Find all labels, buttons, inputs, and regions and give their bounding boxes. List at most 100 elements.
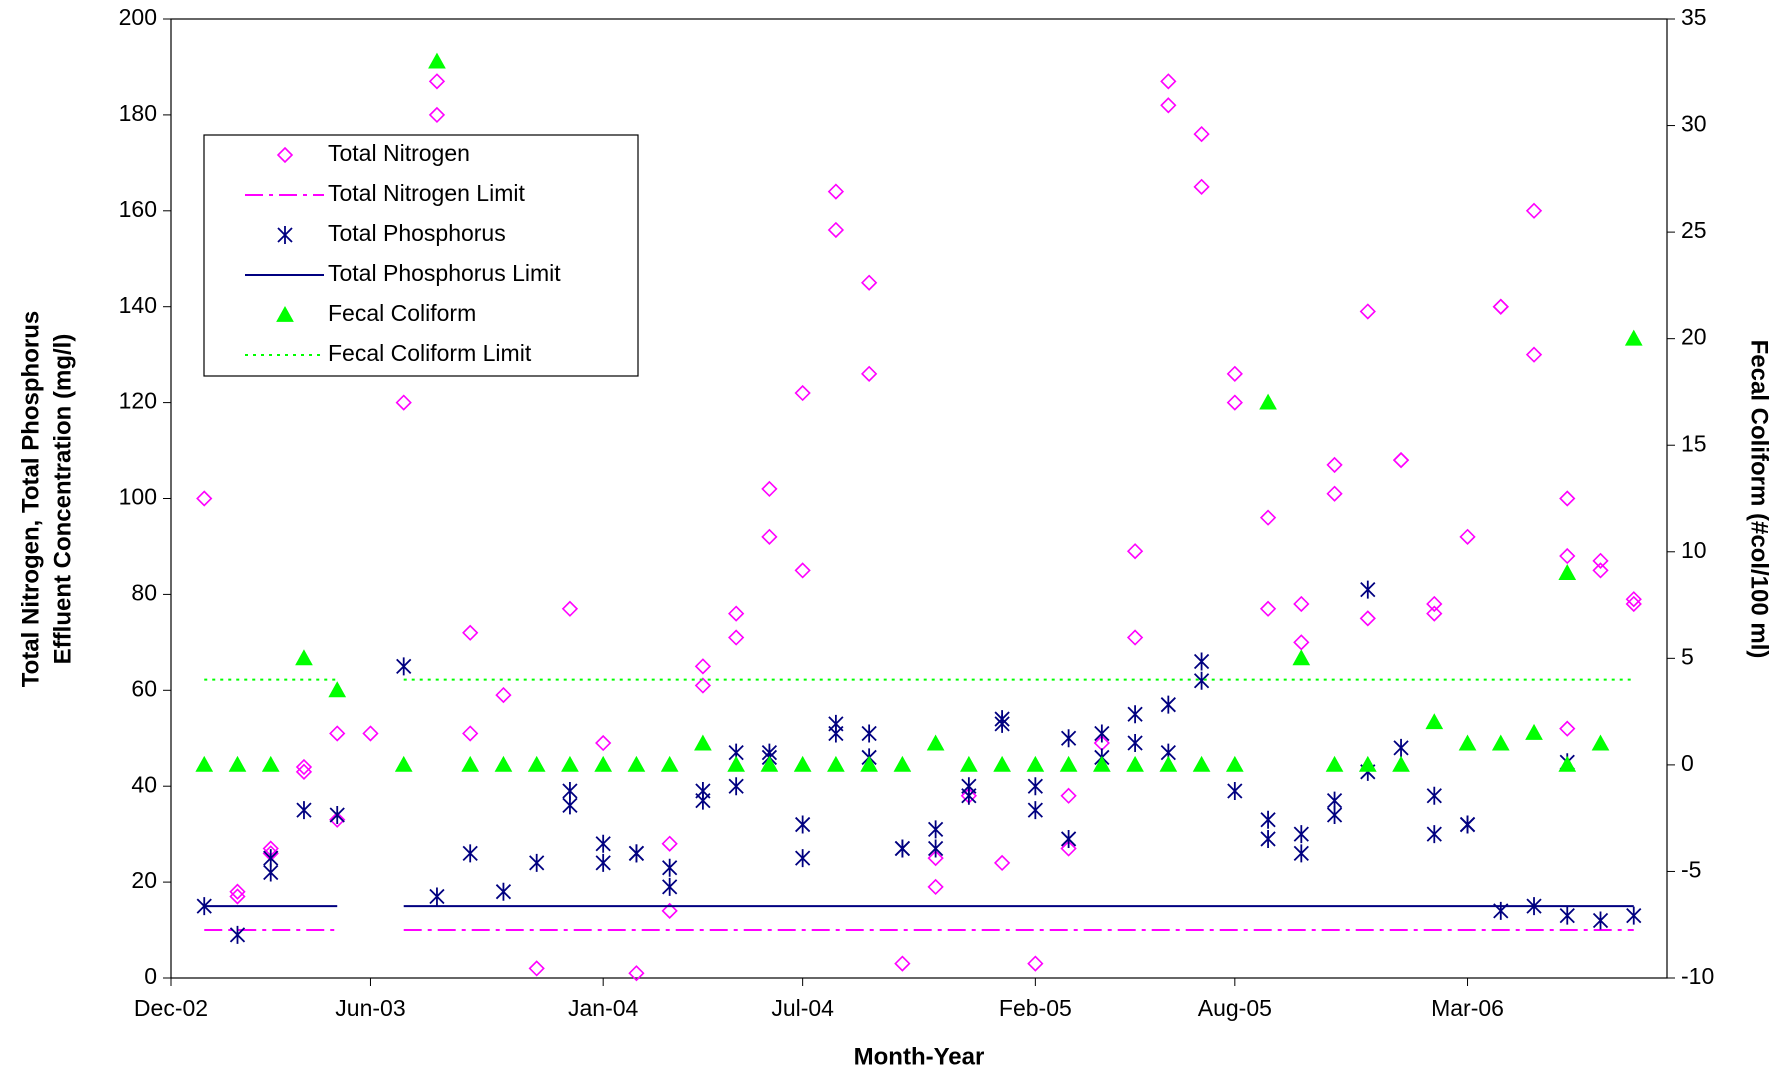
diamond-marker: [528, 960, 545, 977]
diamond-marker: [1193, 125, 1210, 143]
y2-tick-label: 35: [1681, 4, 1707, 30]
star-marker: [462, 844, 478, 863]
diamond-marker: [728, 629, 745, 646]
diamond-marker: [495, 686, 512, 704]
star-marker: [529, 853, 545, 872]
star-marker: [1393, 738, 1409, 757]
triangle-marker: [727, 755, 746, 772]
diamond-marker: [1592, 562, 1609, 579]
x-tick-label: Dec-02: [134, 995, 208, 1021]
diamond-marker: [1060, 787, 1077, 804]
triangle-marker: [1525, 723, 1543, 740]
star-marker: [795, 849, 811, 868]
triangle-marker: [261, 755, 280, 772]
diamond-marker: [827, 221, 845, 239]
star-marker: [396, 657, 412, 676]
diamond-marker: [1193, 178, 1210, 195]
triangle-marker: [494, 755, 513, 772]
diamond-marker: [1326, 485, 1343, 502]
triangle-marker: [1159, 755, 1178, 772]
triangle-marker: [1491, 734, 1510, 751]
diamond-marker: [595, 734, 612, 752]
star-marker: [1559, 906, 1575, 925]
triangle-marker: [1558, 755, 1577, 772]
star-marker: [828, 724, 844, 743]
diamond-marker: [395, 394, 412, 411]
triangle-marker: [926, 734, 945, 751]
diamond-marker: [861, 274, 878, 291]
diamond-marker: [728, 605, 745, 622]
diamond-marker: [993, 854, 1011, 872]
y-tick-label: 20: [131, 867, 157, 893]
diamond-marker: [1293, 595, 1310, 613]
triangle-marker: [827, 755, 845, 772]
triangle-marker: [1392, 755, 1410, 772]
legend-label: Total Nitrogen: [328, 140, 470, 166]
triangle-marker: [1225, 755, 1244, 772]
star-marker: [994, 714, 1010, 733]
y-tick-label: 80: [131, 579, 157, 605]
star-marker: [1626, 906, 1642, 925]
diamond-marker: [1126, 629, 1144, 646]
triangle-marker: [1624, 329, 1643, 346]
star-marker: [662, 858, 678, 877]
triangle-marker: [394, 755, 413, 772]
triangle-marker: [1259, 393, 1277, 410]
diamond-marker: [1226, 394, 1243, 411]
y-tick-label: 100: [119, 484, 157, 510]
triangle-marker: [760, 755, 779, 772]
y2-tick-label: -5: [1681, 857, 1701, 883]
diamond-marker: [1060, 840, 1077, 857]
triangle-marker: [594, 755, 613, 772]
star-marker: [1027, 777, 1043, 796]
y-axis-title: Total Nitrogen, Total Phosphorus: [17, 311, 44, 687]
diamond-marker: [1459, 528, 1476, 545]
y2-tick-label: 5: [1681, 643, 1694, 669]
triangle-marker: [627, 755, 646, 772]
star-marker: [429, 887, 445, 906]
legend: Total Nitrogen Total Nitrogen Limit Total …: [203, 134, 639, 377]
triangle-marker: [461, 755, 480, 772]
diamond-marker: [428, 73, 446, 90]
star-marker: [1127, 705, 1143, 724]
legend-marker: [276, 146, 294, 164]
triangle-marker: [694, 734, 712, 751]
diamond-marker: [1126, 543, 1144, 560]
star-marker: [229, 925, 246, 944]
x-tick-label: Jul-04: [771, 995, 834, 1021]
legend-symbol: [276, 305, 294, 322]
y-tick-label: 200: [119, 4, 157, 30]
diamond-marker: [761, 480, 778, 498]
triangle-marker: [561, 755, 579, 772]
triangle-marker: [195, 755, 214, 772]
diamond-marker: [661, 835, 678, 852]
star-marker: [1193, 652, 1210, 671]
triangle-marker: [1425, 713, 1444, 730]
star-marker: [695, 791, 711, 810]
diamond-marker: [196, 490, 213, 507]
x-tick-label: Jun-03: [335, 995, 405, 1021]
y-tick-label: 120: [119, 388, 157, 414]
legend-marker: [277, 226, 293, 244]
star-marker: [1260, 829, 1276, 848]
star-marker: [196, 897, 212, 916]
star-marker: [1127, 734, 1143, 753]
diamond-marker: [927, 849, 944, 867]
diamond-marker: [1226, 365, 1243, 382]
diamond-marker: [927, 878, 944, 896]
star-marker: [927, 820, 944, 839]
diamond-marker: [894, 955, 911, 972]
diamond-marker: [861, 365, 878, 382]
triangle-marker: [793, 755, 812, 772]
star-marker: [1027, 801, 1043, 820]
triangle-marker: [428, 52, 446, 69]
diamond-marker: [1426, 605, 1443, 622]
diamond-marker: [1259, 509, 1277, 526]
star-marker: [296, 801, 312, 820]
star-marker: [1459, 815, 1476, 834]
diamond-marker: [1359, 610, 1376, 627]
diamond-marker: [1259, 600, 1277, 617]
diamond-marker: [362, 725, 379, 742]
y2-tick-label: 20: [1681, 324, 1707, 350]
y2-tick-label: 10: [1681, 537, 1707, 563]
